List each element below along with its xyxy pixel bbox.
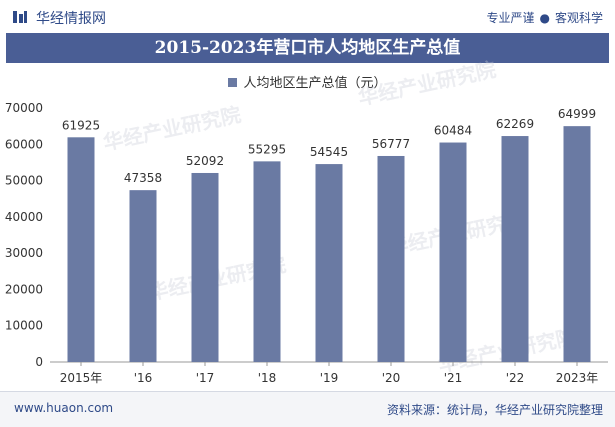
data-label: 54545 bbox=[310, 145, 348, 159]
footer: www.huaon.com 资料来源：统计局，华经产业研究院整理 bbox=[0, 392, 615, 427]
x-tick-label: '20 bbox=[382, 371, 401, 385]
data-label: 47358 bbox=[124, 171, 162, 185]
bar bbox=[439, 142, 467, 362]
chart-bars bbox=[67, 126, 591, 362]
y-tick-label: 50000 bbox=[5, 174, 43, 188]
data-label: 61925 bbox=[62, 118, 100, 132]
data-label: 55295 bbox=[248, 142, 286, 156]
bar bbox=[377, 155, 405, 362]
y-tick-label: 40000 bbox=[5, 210, 43, 224]
x-tick-label: '21 bbox=[444, 371, 463, 385]
watermark-text: 华经产业研究院 bbox=[356, 57, 498, 110]
slogan: 专业严谨 ● 客观科学 bbox=[486, 9, 603, 26]
footer-divider bbox=[0, 391, 615, 392]
footer-url: www.huaon.com bbox=[14, 401, 114, 415]
y-tick-label: 10000 bbox=[5, 319, 43, 333]
legend-label: 人均地区生产总值（元） bbox=[243, 76, 387, 91]
data-label: 52092 bbox=[186, 154, 224, 168]
chart-title: 2015-2023年营口市人均地区生产总值 bbox=[6, 33, 609, 63]
y-tick-label: 70000 bbox=[5, 101, 43, 115]
data-label: 64999 bbox=[558, 107, 596, 121]
bar bbox=[191, 172, 219, 362]
x-tick-label: '19 bbox=[320, 371, 339, 385]
bar bbox=[563, 126, 591, 362]
top-bar: 华经情报网 专业严谨 ● 客观科学 bbox=[0, 0, 615, 34]
x-tick-label: 2015年 bbox=[60, 371, 103, 385]
data-label: 60484 bbox=[434, 124, 472, 138]
x-tick-label: 2023年 bbox=[556, 371, 599, 385]
bar-chart: 华经产业研究院华经产业研究院华经产业研究院华经产业研究院华经产业研究院 0100… bbox=[5, 57, 608, 385]
chart-labels: 61925 2015年 47358 '16 52092 '17 55295 '18 54545 '… bbox=[60, 107, 599, 385]
x-tick-label: '17 bbox=[196, 371, 215, 385]
site-name: 华经情报网 bbox=[36, 11, 106, 27]
chart-axes: 0 10000 20000 30000 40000 50000 60000 70000 bbox=[5, 101, 608, 369]
y-tick-label: 30000 bbox=[5, 246, 43, 260]
y-tick-label: 20000 bbox=[5, 282, 43, 296]
legend-swatch bbox=[228, 78, 238, 87]
bar bbox=[129, 190, 157, 362]
slogan-right: 客观科学 bbox=[554, 11, 603, 25]
watermark-text: 华经产业研究院 bbox=[101, 102, 243, 155]
bar bbox=[315, 164, 343, 362]
x-tick-label: '22 bbox=[506, 371, 525, 385]
data-label: 62269 bbox=[496, 117, 534, 131]
footer-source: 资料来源：统计局，华经产业研究院整理 bbox=[386, 403, 603, 417]
bar bbox=[501, 136, 529, 362]
data-label: 56777 bbox=[372, 137, 410, 151]
bar bbox=[67, 137, 95, 362]
dot-separator: ● bbox=[539, 11, 550, 25]
bar bbox=[253, 161, 281, 362]
x-tick-label: '16 bbox=[134, 371, 153, 385]
y-tick-label: 60000 bbox=[5, 137, 43, 151]
y-tick-label: 0 bbox=[35, 355, 43, 369]
logo-icon bbox=[13, 11, 27, 23]
x-tick-label: '18 bbox=[258, 371, 277, 385]
slogan-left: 专业严谨 bbox=[486, 11, 535, 25]
chart-legend: 人均地区生产总值（元） bbox=[0, 72, 615, 91]
